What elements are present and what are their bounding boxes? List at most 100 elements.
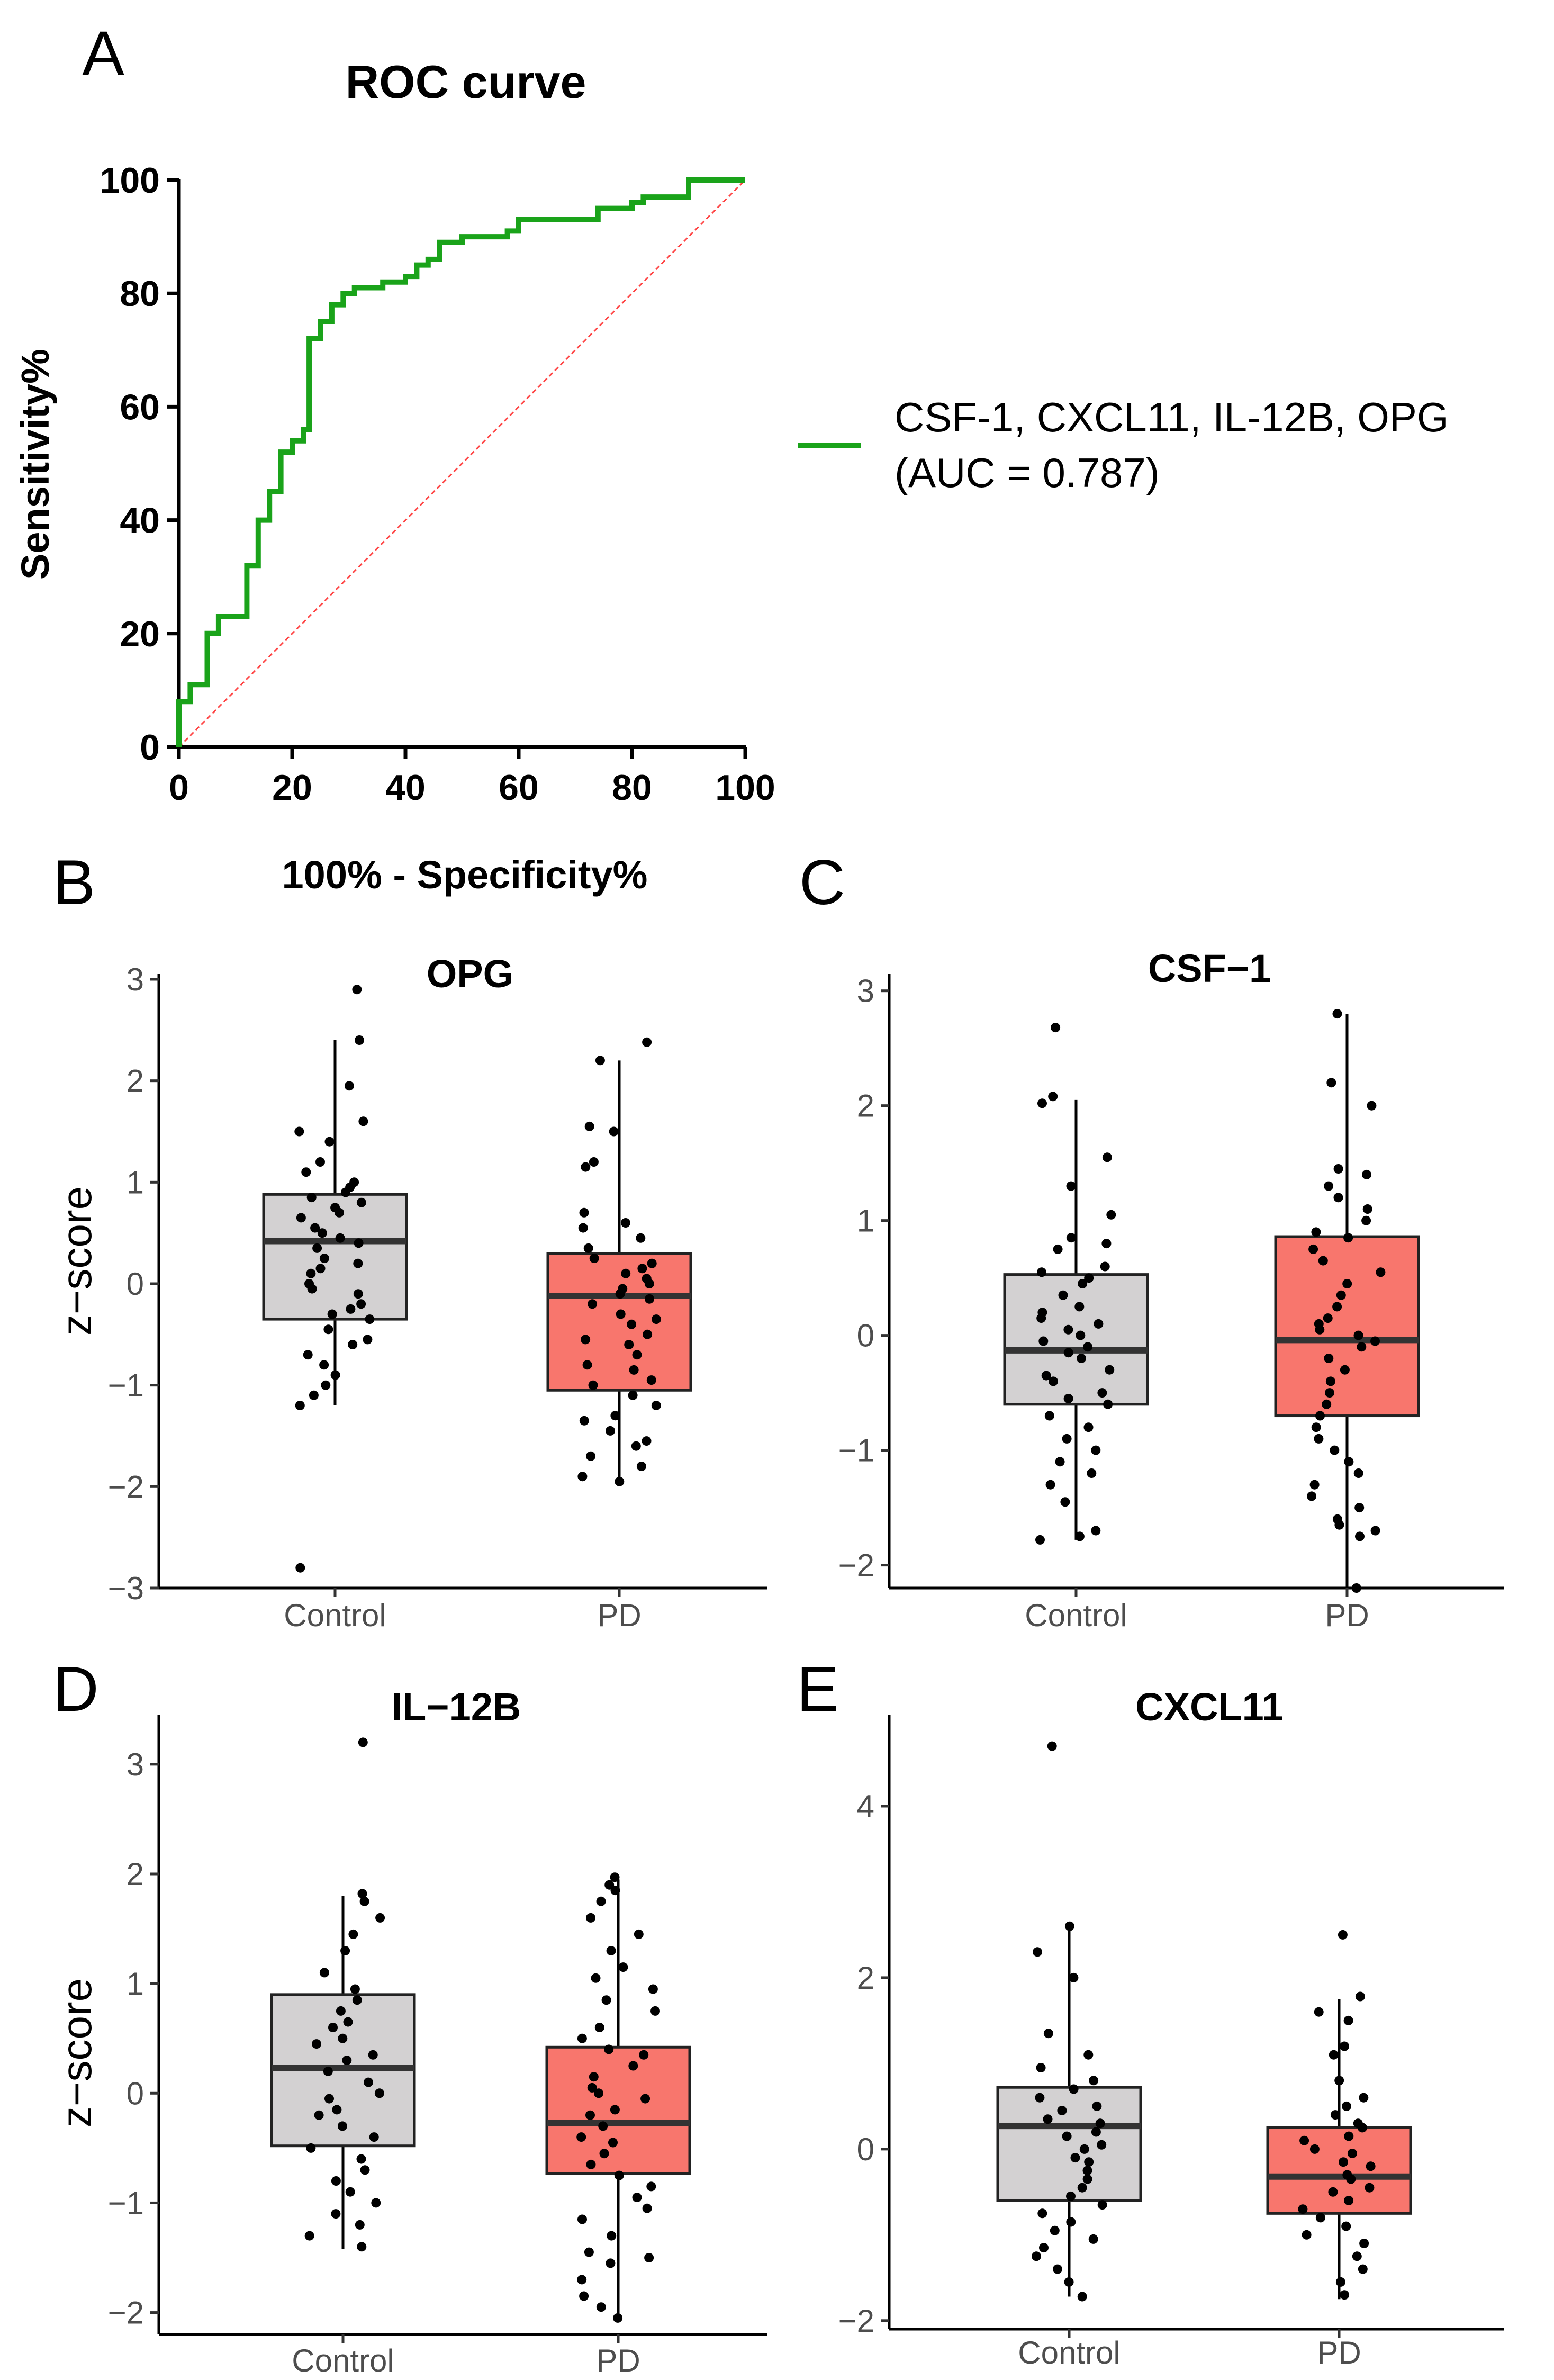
d-data-point [577, 2275, 587, 2285]
b-y-tick-label: −2 [108, 1469, 144, 1504]
d-data-point [314, 2110, 324, 2120]
b-box-control [262, 1193, 408, 1321]
e-data-point [1035, 2093, 1045, 2103]
b-data-point [595, 1056, 605, 1066]
b-data-point [646, 1375, 656, 1385]
c-data-point [1063, 1348, 1073, 1358]
opg-chart-title: OPG [427, 952, 513, 996]
c-data-point [1311, 1422, 1321, 1432]
e-data-point [1057, 2106, 1067, 2115]
cxcl11-chart-title: CXCL11 [1135, 1685, 1284, 1729]
roc-x-tick-label: 0 [169, 768, 189, 808]
e-data-point [1032, 2251, 1041, 2261]
d-data-point [628, 2061, 638, 2071]
e-data-point [1033, 1947, 1042, 1957]
b-data-point [344, 1081, 354, 1091]
d-data-point [356, 2154, 366, 2164]
e-data-point [1298, 2204, 1308, 2214]
c-data-point [1083, 1342, 1093, 1352]
e-data-point [1097, 2140, 1107, 2150]
e-data-point [1083, 2050, 1094, 2060]
b-y-tick-label: 2 [127, 1063, 144, 1099]
b-data-point [615, 1476, 625, 1486]
e-data-point [1365, 2183, 1375, 2193]
b-y-tick-label: 1 [127, 1165, 144, 1200]
d-data-point [586, 2159, 596, 2169]
b-data-point [606, 1426, 615, 1436]
c-y-tick-label: 0 [857, 1318, 874, 1354]
roc-chart-title: ROC curve [346, 56, 586, 108]
c-data-point [1063, 1394, 1073, 1403]
opg-x-tick-control: Control [284, 1598, 386, 1633]
d-data-point [604, 1880, 615, 1890]
e-data-point [1082, 2166, 1092, 2176]
e-data-point [1329, 2050, 1339, 2060]
c-data-point [1355, 1531, 1365, 1541]
c-data-point [1074, 1302, 1085, 1312]
b-data-point [335, 1207, 344, 1218]
c-data-point [1376, 1267, 1386, 1277]
c-data-point [1325, 1376, 1335, 1386]
e-data-point [1037, 2208, 1047, 2219]
c-data-point [1353, 1468, 1363, 1478]
b-data-point [628, 1390, 638, 1400]
d-y-tick-label: 0 [127, 2076, 144, 2111]
c-data-point [1354, 1503, 1365, 1513]
b-data-point [358, 1116, 368, 1126]
d-data-point [338, 2033, 348, 2043]
e-data-point [1082, 2174, 1092, 2184]
b-data-point [584, 1121, 594, 1131]
e-data-point [1047, 1741, 1057, 1751]
c-data-point [1049, 1376, 1058, 1386]
d-data-point [591, 1973, 601, 1983]
d-data-point [618, 1962, 628, 1972]
c-data-point [1361, 1215, 1371, 1225]
d-data-point [579, 2291, 589, 2301]
b-data-point [323, 1324, 333, 1335]
e-data-point [1340, 2041, 1349, 2051]
c-data-point [1036, 1313, 1046, 1323]
d-data-point [374, 2088, 384, 2098]
b-data-point [295, 1563, 305, 1573]
c-data-point [1343, 1233, 1353, 1243]
d-data-point [632, 2193, 642, 2203]
b-data-point [307, 1284, 317, 1294]
b-data-point [296, 1213, 306, 1223]
e-data-point [1043, 2114, 1053, 2124]
e-y-tick-label: −2 [838, 2303, 874, 2339]
c-y-tick-label: −1 [838, 1433, 874, 1468]
d-data-point [345, 2187, 355, 2197]
b-data-point [629, 1365, 639, 1375]
b-data-point [365, 1314, 375, 1324]
d-data-point [577, 2214, 587, 2224]
c-data-point [1324, 1354, 1334, 1363]
d-data-point [594, 2088, 603, 2098]
c-data-point [1353, 1330, 1363, 1340]
c-data-point [1038, 1336, 1049, 1346]
c-data-point [1041, 1371, 1051, 1381]
c-data-point [1333, 1164, 1343, 1174]
b-data-point [315, 1157, 325, 1167]
e-data-point [1069, 1972, 1079, 1982]
c-data-point [1309, 1480, 1320, 1490]
e-data-point [1330, 2110, 1340, 2120]
b-data-point [620, 1218, 630, 1228]
d-data-point [584, 2247, 594, 2257]
c-data-point [1076, 1330, 1086, 1340]
cxcl11-x-tick-control: Control [1018, 2335, 1120, 2370]
b-data-point [621, 1268, 631, 1278]
d-data-point [306, 2143, 316, 2153]
e-data-point [1338, 1930, 1348, 1940]
panel-d-il12b-boxplot: D IL−12B z−score Control PD −2 −1 0 1 2 3 [53, 1654, 767, 2378]
c-data-point [1362, 1204, 1372, 1214]
c-data-point [1322, 1399, 1332, 1409]
c-data-point [1324, 1181, 1334, 1191]
c-box-pd [1274, 1235, 1420, 1418]
d-data-point [610, 1886, 620, 1896]
d-data-point [589, 2072, 599, 2082]
c-data-point [1044, 1411, 1054, 1421]
b-data-point [588, 1380, 598, 1390]
d-data-point [594, 2023, 604, 2032]
c-data-point [1332, 1302, 1342, 1312]
e-data-point [1335, 2277, 1345, 2287]
